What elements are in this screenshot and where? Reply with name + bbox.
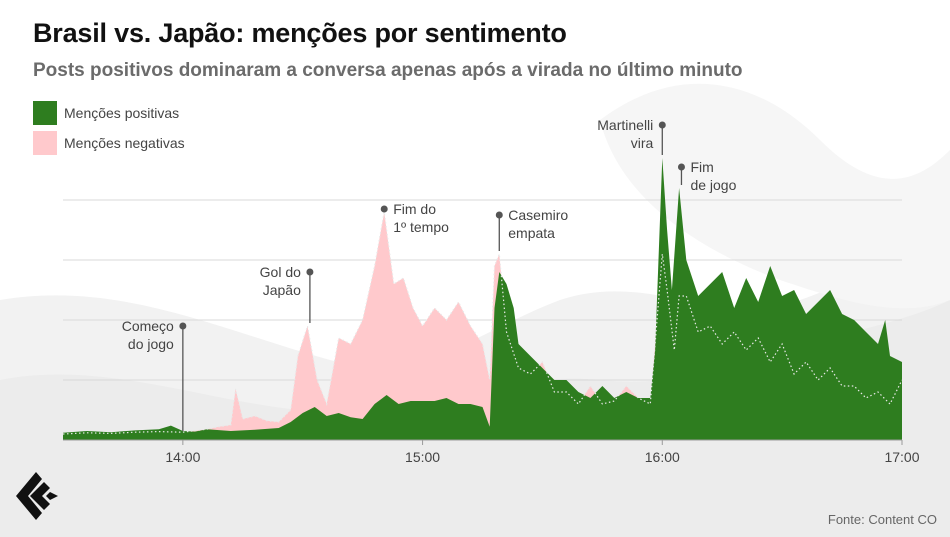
annotation-label: Fim (690, 159, 713, 175)
annotation-label: do jogo (128, 336, 174, 352)
annotation-dot (677, 163, 685, 171)
series-line-negative (62, 211, 903, 435)
annotation-dot (306, 268, 314, 276)
x-axis: 14:00 15:00 16:00 17:00 (63, 439, 920, 465)
legend-label-negative: Menções negativas (64, 135, 185, 151)
annotation-0: Começo do jogo (122, 318, 187, 431)
legend: Menções positivas Menções negativas (33, 100, 185, 160)
annotation-label: empata (508, 225, 555, 241)
chart-title: Brasil vs. Japão: menções por sentimento (33, 18, 567, 48)
annotation-label: Fim do (393, 201, 436, 217)
annotation-label: de jogo (690, 177, 736, 193)
annotations: Começo do jogo Gol do Japão Fim do 1º tempo Ca… (122, 117, 737, 431)
annotation-5: Fim de jogo (677, 159, 737, 193)
brand-logo-icon (16, 472, 58, 520)
source-note: Fonte: Content CO (827, 512, 937, 527)
legend-swatch-positive (33, 101, 57, 125)
annotation-label: 1º tempo (393, 219, 449, 235)
annotation-4: Martinelli vira (597, 117, 666, 155)
annotation-2: Fim do 1º tempo (380, 201, 449, 235)
x-tick-label: 17:00 (884, 449, 919, 465)
series-area-positive (63, 158, 902, 440)
legend-swatch-negative (33, 131, 57, 155)
legend-label-positive: Menções positivas (64, 105, 180, 121)
annotation-3: Casemiro empata (495, 207, 568, 251)
legend-item-negative: Menções negativas (33, 130, 185, 156)
annotation-dot (495, 211, 503, 219)
annotation-label: Japão (263, 282, 301, 298)
legend-item-positive: Menções positivas (33, 100, 185, 126)
annotation-dot (380, 205, 388, 213)
x-tick-label: 15:00 (405, 449, 440, 465)
annotation-1: Gol do Japão (260, 264, 314, 323)
annotation-dot (179, 322, 187, 330)
series-areas (62, 158, 903, 440)
chart-subtitle: Posts positivos dominaram a conversa ape… (33, 60, 743, 81)
annotation-label: Começo (122, 318, 174, 334)
annotation-label: vira (631, 135, 654, 151)
annotation-label: Gol do (260, 264, 301, 280)
x-tick-label: 14:00 (165, 449, 200, 465)
annotation-dot (658, 121, 666, 129)
x-tick-label: 16:00 (645, 449, 680, 465)
annotation-label: Casemiro (508, 207, 568, 223)
annotation-label: Martinelli (597, 117, 653, 133)
